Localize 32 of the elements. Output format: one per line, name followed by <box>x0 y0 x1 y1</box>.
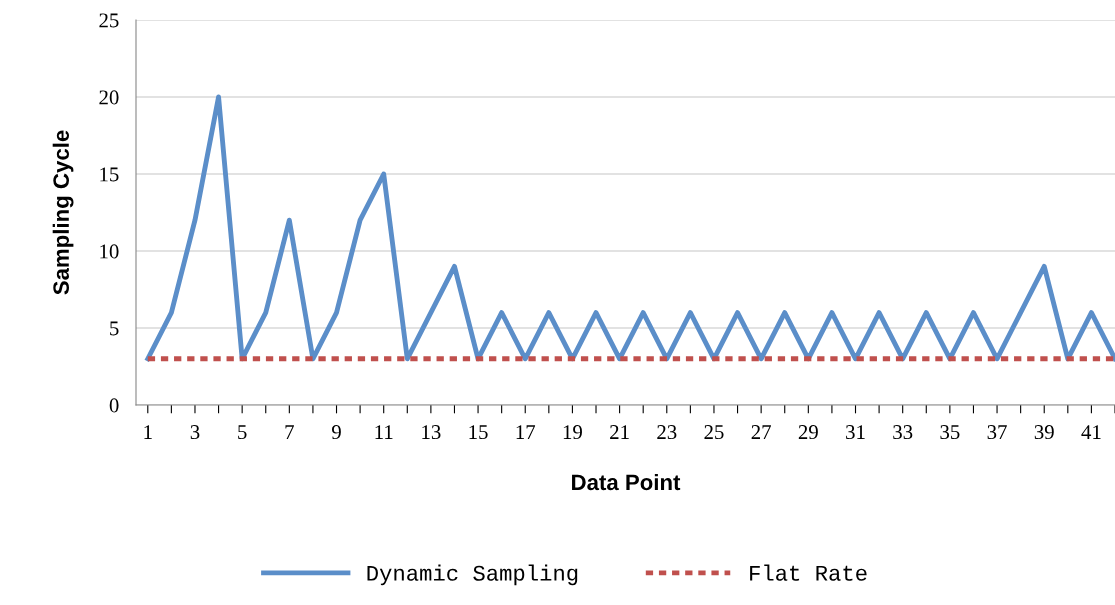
x-tick-label: 9 <box>331 425 341 440</box>
y-tick-label: 0 <box>109 398 119 413</box>
x-axis-title: Data Point <box>572 473 681 491</box>
x-tick-label: 11 <box>375 425 393 439</box>
x-tick-label: 31 <box>846 425 865 440</box>
y-tick-label: 10 <box>100 244 119 259</box>
y-axis-title: Sampling Cycle <box>52 130 74 295</box>
x-tick-label: 41 <box>1081 425 1101 439</box>
x-tick-label: 25 <box>704 425 724 440</box>
x-tick-label: 3 <box>190 425 200 440</box>
x-tick-label: 39 <box>1034 425 1054 440</box>
y-tick-label: 5 <box>110 321 119 336</box>
line-series <box>145 94 1115 362</box>
x-tick-label: 13 <box>422 425 441 440</box>
x-tick-label: 1 <box>144 425 152 439</box>
x-tick-label: 7 <box>285 425 294 439</box>
x-tick-label: 33 <box>893 425 913 440</box>
x-tick-label: 21 <box>610 425 629 439</box>
x-tick-label: 19 <box>563 425 582 440</box>
x-tick-label: 29 <box>798 425 818 440</box>
legend-label: Flat Rate <box>750 564 867 581</box>
x-tick-label: 15 <box>469 425 488 440</box>
x-tick-label: 23 <box>657 425 677 440</box>
x-tick-label: 35 <box>940 425 960 440</box>
y-tick-label: 20 <box>99 90 119 105</box>
legend-label: Dynamic Sampling <box>367 564 578 586</box>
x-tick-label: 27 <box>751 425 771 439</box>
x-tick-label: 5 <box>238 425 247 440</box>
y-tick-label: 25 <box>99 13 119 28</box>
x-tick-label: 17 <box>516 425 536 439</box>
x-tick-label: 37 <box>987 425 1007 440</box>
y-tick-label: 15 <box>100 167 119 182</box>
